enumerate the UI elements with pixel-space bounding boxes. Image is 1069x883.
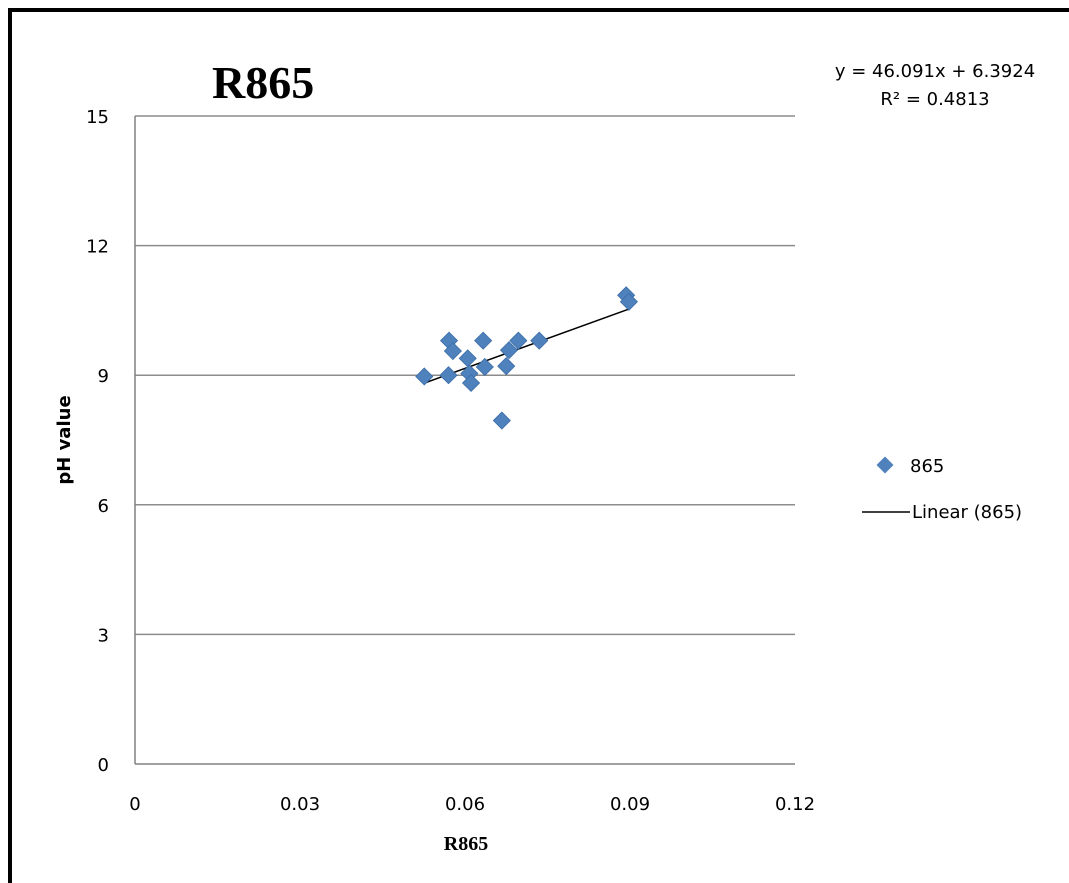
x-tick-label: 0.12 xyxy=(775,794,815,815)
data-point xyxy=(492,411,511,430)
y-tick-label: 12 xyxy=(86,237,109,258)
trendline-equation: y = 46.091x + 6.3924 xyxy=(834,61,1036,82)
y-tick-label: 3 xyxy=(98,625,109,646)
data-point xyxy=(619,292,638,311)
data-point xyxy=(530,331,549,350)
legend: 865 Linear (865) xyxy=(862,456,1022,523)
axes xyxy=(134,116,795,765)
y-tick-label: 15 xyxy=(86,107,109,128)
x-tick-label: 0 xyxy=(129,794,140,815)
data-point xyxy=(461,373,481,393)
x-tick-labels: 0 0.03 0.06 0.09 0.12 xyxy=(129,794,815,815)
data-point xyxy=(499,341,519,360)
y-tick-label: 9 xyxy=(98,366,109,387)
data-point xyxy=(509,331,528,350)
data-point xyxy=(475,357,494,377)
legend-label-trend: Linear (865) xyxy=(912,502,1022,523)
y-axis-label: pH value xyxy=(54,395,75,484)
chart-frame: R865 y = 46.091x + 6.3924 R² = 0.4813 xyxy=(8,8,1069,883)
legend-label-865: 865 xyxy=(910,456,944,477)
x-axis-label: R865 xyxy=(444,833,488,855)
trendline-layer xyxy=(424,308,630,384)
trendline-r-squared: R² = 0.4813 xyxy=(880,89,990,110)
data-points xyxy=(415,286,638,430)
data-point xyxy=(458,349,477,368)
y-tick-label: 6 xyxy=(98,496,109,517)
x-tick-label: 0.09 xyxy=(610,794,650,815)
trendline-equation-box: y = 46.091x + 6.3924 R² = 0.4813 xyxy=(805,58,1065,114)
chart-title: R865 xyxy=(212,57,315,108)
y-tick-label: 0 xyxy=(98,755,109,776)
legend-marker-865 xyxy=(876,456,894,474)
data-point xyxy=(474,331,493,350)
data-point xyxy=(497,357,516,376)
trendline xyxy=(424,308,630,384)
x-tick-label: 0.06 xyxy=(445,794,485,815)
data-point xyxy=(415,367,434,386)
x-tick-label: 0.03 xyxy=(280,794,320,815)
data-point xyxy=(443,341,462,361)
data-point xyxy=(439,366,458,385)
y-tick-labels: 0 3 6 9 12 15 xyxy=(86,107,109,776)
